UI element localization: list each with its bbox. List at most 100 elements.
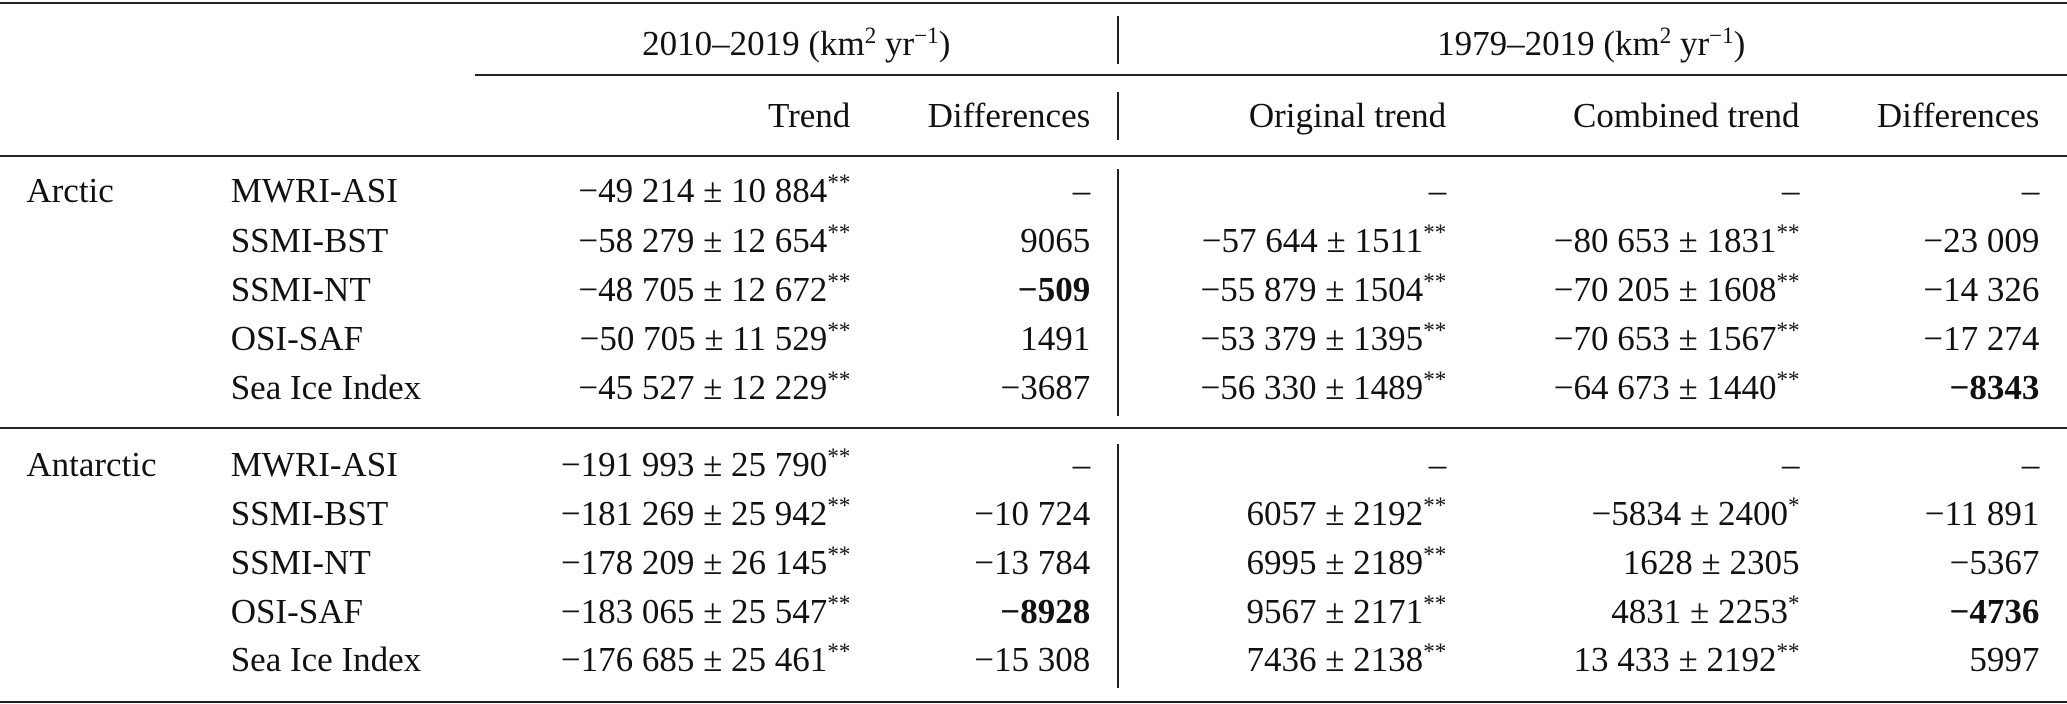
time-exponent: −1	[914, 22, 939, 48]
cell: 9065	[1020, 219, 1090, 263]
significance: **	[1776, 269, 1800, 295]
cell-value: –	[2021, 445, 2040, 485]
cell-value: −191 993 ± 25 790	[560, 445, 828, 485]
significance: **	[827, 639, 851, 665]
cell-value: –	[1072, 445, 1091, 485]
cell: −14 326	[1923, 268, 2039, 312]
group-unit: yr	[1671, 23, 1710, 63]
group-header: 1979–2019 (km2 yr−1)	[1291, 22, 1891, 66]
cell: –	[1782, 169, 1800, 213]
cell-value: −5367	[1949, 542, 2040, 582]
cell: −80 653 ± 1831**	[1554, 219, 1800, 263]
cell-value: −17 274	[1923, 318, 2040, 358]
cell-value: −48 705 ± 12 672	[578, 270, 828, 310]
cell-value: −45 527 ± 12 229	[578, 367, 828, 407]
cell-value: –	[1428, 445, 1447, 485]
significance: **	[1423, 269, 1447, 295]
cell-value: −53 379 ± 1395	[1200, 318, 1424, 358]
cell: −50 705 ± 11 529**	[580, 317, 851, 361]
product-label: OSI-SAF	[230, 591, 363, 631]
cell: −176 685 ± 25 461**	[561, 638, 850, 682]
cell-value: 4831 ± 2253	[1611, 591, 1788, 631]
significance: **	[827, 444, 851, 470]
cell: −10 724	[974, 492, 1090, 536]
cell: –	[2022, 443, 2040, 487]
cell-value: −178 209 ± 26 145	[560, 542, 828, 582]
unit-exponent: 2	[1659, 22, 1672, 48]
cell: 13 433 ± 2192**	[1574, 638, 1800, 682]
group-close: )	[938, 23, 951, 63]
product-label: Sea Ice Index	[230, 640, 422, 680]
group-close: )	[1733, 23, 1746, 63]
product-label: SSMI-BST	[230, 221, 389, 261]
cell-value: −4736	[1949, 591, 2040, 631]
cell: −64 673 ± 1440**	[1554, 366, 1800, 410]
cell-value: −80 653 ± 1831	[1553, 221, 1777, 261]
cell-value: −8928	[1000, 591, 1091, 631]
cell-value: 6995 ± 2189	[1246, 542, 1424, 582]
cell: 1491	[1020, 317, 1090, 361]
cell-value: −176 685 ± 25 461	[560, 640, 828, 680]
cell: −8928	[1000, 590, 1090, 634]
cell: −509	[1018, 268, 1090, 312]
cell: –	[1073, 443, 1091, 487]
header-rule	[0, 155, 2067, 157]
cell: −5367	[1950, 541, 2040, 585]
separator	[1117, 16, 1119, 64]
significance: **	[1776, 639, 1800, 665]
cell-value: −55 879 ± 1504	[1200, 270, 1424, 310]
significance: **	[1423, 366, 1447, 392]
cell: –	[2022, 169, 2040, 213]
group-header: 2010–2019 (km2 yr−1)	[496, 22, 1096, 66]
column-header: Original trend	[1248, 96, 1447, 135]
cell: 4831 ± 2253*	[1611, 590, 1799, 634]
significance: **	[827, 220, 851, 246]
product-label: OSI-SAF	[230, 318, 363, 358]
cell: −55 879 ± 1504**	[1200, 268, 1446, 312]
cell: −48 705 ± 12 672**	[578, 268, 850, 312]
cell-value: –	[1781, 171, 1800, 211]
cell: −70 653 ± 1567**	[1554, 317, 1800, 361]
group-unit: yr	[876, 23, 915, 63]
unit-exponent: 2	[864, 22, 877, 48]
cell-value: 7436 ± 2138	[1246, 640, 1424, 680]
cell-value: 1491	[1020, 318, 1091, 358]
significance: *	[1787, 590, 1800, 616]
cell: −57 644 ± 1511**	[1202, 219, 1446, 263]
cell-value: −10 724	[974, 494, 1091, 534]
column-header: Combined trend	[1572, 96, 1800, 135]
cell: –	[1073, 169, 1091, 213]
cell: −49 214 ± 10 884**	[578, 169, 850, 213]
cell-value: −14 326	[1923, 270, 2040, 310]
cell: −183 065 ± 25 547**	[561, 590, 850, 634]
cell-value: –	[2021, 171, 2040, 211]
cell-value: −58 279 ± 12 654	[578, 221, 828, 261]
significance: **	[1776, 220, 1800, 246]
cell: −53 379 ± 1395**	[1200, 317, 1446, 361]
column-header: Differences	[927, 96, 1091, 135]
cell-value: −64 673 ± 1440	[1553, 367, 1777, 407]
significance: **	[827, 493, 851, 519]
cell-value: −3687	[1000, 367, 1091, 407]
cell-value: −70 653 ± 1567	[1553, 318, 1777, 358]
cell-value: 9065	[1020, 221, 1091, 261]
top-rule	[0, 2, 2067, 4]
cell-value: 5997	[1969, 640, 2040, 680]
cell-value: 1628 ± 2305	[1622, 542, 1800, 582]
separator	[1117, 92, 1119, 140]
region-label: Arctic	[26, 171, 114, 211]
cell: −178 209 ± 26 145**	[561, 541, 850, 585]
cell-value: −11 891	[1924, 494, 2040, 534]
cell: –	[1429, 169, 1447, 213]
significance: **	[1423, 639, 1447, 665]
cell-value: −49 214 ± 10 884	[578, 171, 828, 211]
cell-value: −57 644 ± 1511	[1201, 221, 1424, 261]
product-label: MWRI-ASI	[230, 445, 398, 485]
cell: 9567 ± 2171**	[1246, 590, 1446, 634]
cell-value: 6057 ± 2192	[1246, 494, 1424, 534]
cell: −181 269 ± 25 942**	[561, 492, 850, 536]
cell-value: –	[1781, 445, 1800, 485]
section-rule	[0, 427, 2067, 429]
product-label: SSMI-BST	[230, 494, 389, 534]
